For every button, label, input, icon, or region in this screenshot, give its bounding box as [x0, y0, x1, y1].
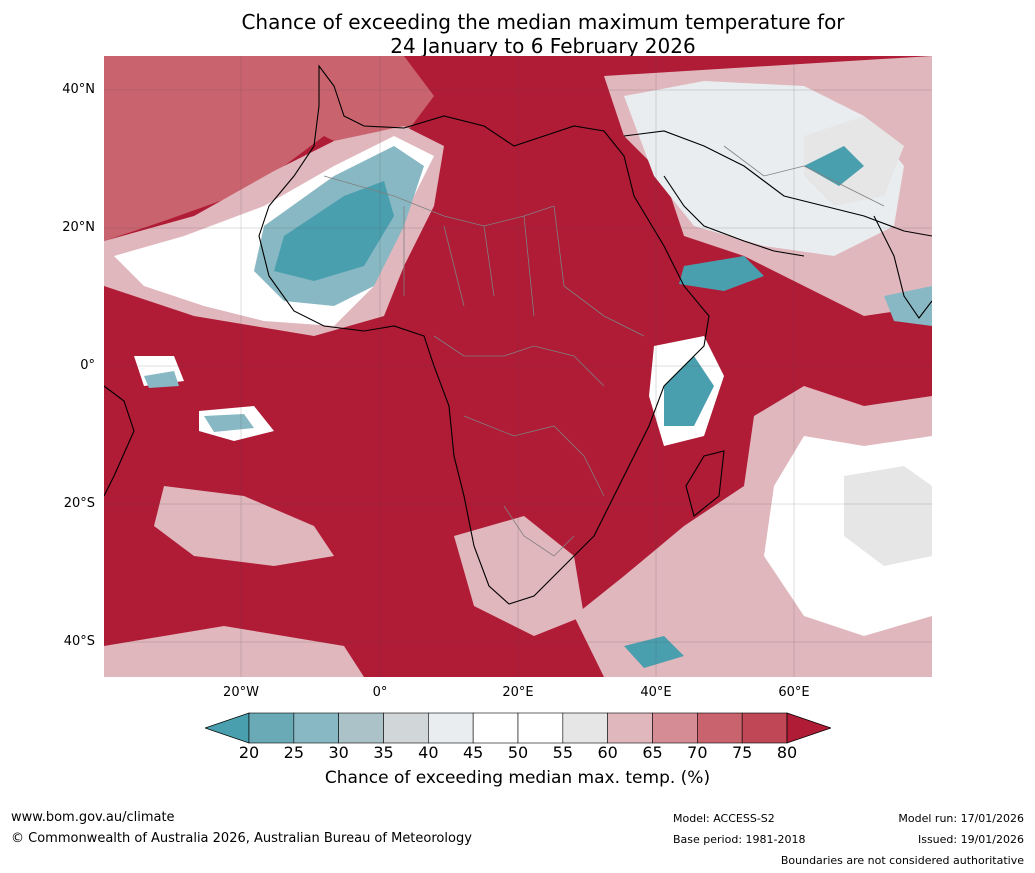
footer-site[interactable]: www.bom.gov.au/climate — [11, 810, 175, 825]
title-line-1: Chance of exceeding the median maximum t… — [241, 10, 845, 34]
footer-issued: Issued: 19/01/2026 — [917, 833, 1024, 846]
colorbar-segment — [741, 712, 788, 744]
lat-label-40n: 40°N — [62, 82, 95, 97]
legend-title: Chance of exceeding median max. temp. (%… — [324, 768, 711, 788]
colorbar-segment — [293, 712, 339, 744]
colorbar-tick-label: 55 — [552, 743, 573, 762]
lat-label-20s: 20°S — [63, 496, 95, 511]
title-line-2: 24 January to 6 February 2026 — [390, 34, 696, 58]
footer-copyright: © Commonwealth of Australia 2026, Austra… — [11, 831, 472, 846]
colorbar-tick-label: 40 — [418, 743, 439, 762]
colorbar-segment — [517, 712, 564, 744]
probability-map[interactable] — [104, 56, 932, 677]
colorbar-tick-label: 70 — [687, 743, 708, 762]
colorbar-segment — [248, 712, 295, 744]
colorbar-tick-label: 80 — [776, 743, 798, 762]
footer-base-period: Base period: 1981-2018 — [673, 833, 806, 846]
colorbar-segment — [697, 712, 743, 744]
colorbar-extend-high — [786, 712, 831, 744]
lon-label-0: 0° — [372, 685, 388, 700]
lon-label-20w: 20°W — [223, 685, 259, 700]
colorbar-segment — [607, 712, 653, 744]
lon-label-60e: 60°E — [778, 685, 810, 700]
cool-zones — [144, 146, 932, 668]
colorbar-tick-label: 35 — [373, 743, 394, 762]
coastlines — [104, 64, 932, 605]
map-canvas — [104, 56, 932, 677]
footer-disclaimer: Boundaries are not considered authoritat… — [780, 854, 1024, 867]
chart-title: Chance of exceeding the median maximum t… — [0, 10, 1035, 58]
colorbar-segment — [383, 712, 429, 744]
colorbar-extend-low — [205, 712, 250, 744]
footer-model: Model: ACCESS-S2 — [673, 812, 775, 825]
graticule — [104, 56, 932, 677]
colorbar-segment — [562, 712, 608, 744]
colorbar-tick-label: 65 — [642, 743, 663, 762]
footer-model-run: Model run: 17/01/2026 — [898, 812, 1024, 825]
colorbar-segment — [428, 712, 474, 744]
colorbar — [205, 712, 831, 744]
colorbar-tick-label: 50 — [507, 743, 529, 762]
colorbar-segment — [472, 712, 519, 744]
lat-label-20n: 20°N — [62, 220, 95, 235]
lat-label-0: 0° — [80, 358, 95, 373]
colorbar-segment — [338, 712, 384, 744]
lat-label-40s: 40°S — [63, 634, 95, 649]
lon-label-20e: 20°E — [502, 685, 534, 700]
colorbar-segment — [652, 712, 698, 744]
colorbar-tick-label: 75 — [731, 743, 753, 762]
colorbar-tick-label: 60 — [597, 743, 618, 762]
colorbar-tick-label: 45 — [462, 743, 484, 762]
colorbar-tick-label: 20 — [238, 743, 260, 762]
colorbar-tick-label: 30 — [328, 743, 349, 762]
country-borders — [323, 145, 885, 557]
colorbar-tick-label: 25 — [283, 743, 304, 762]
lon-label-40e: 40°E — [640, 685, 672, 700]
